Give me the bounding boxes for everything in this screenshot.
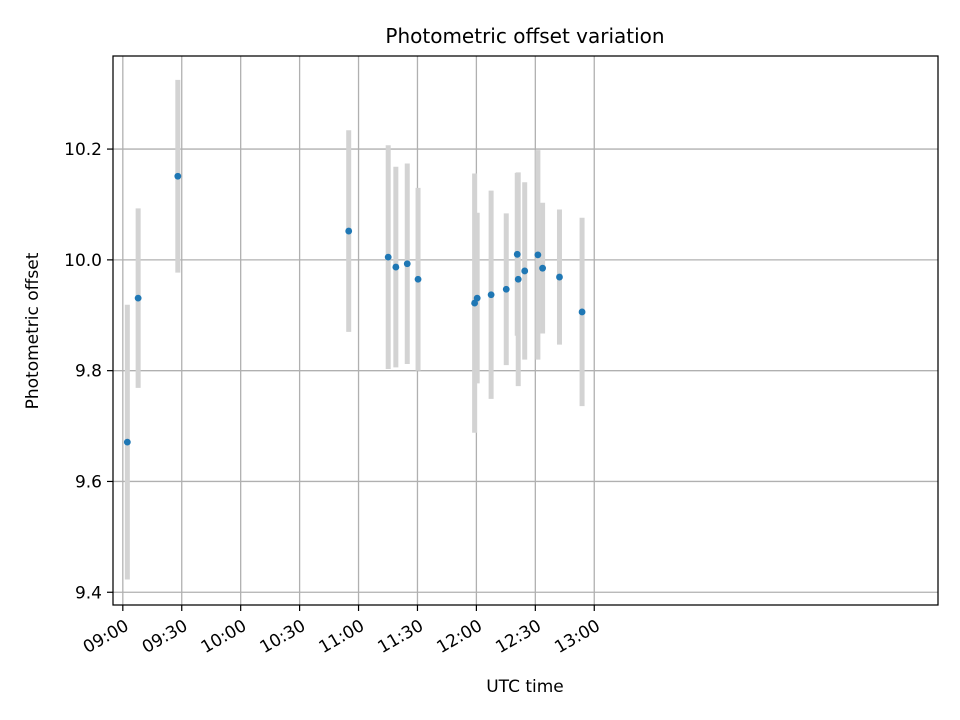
data-point (521, 267, 529, 275)
data-point (174, 172, 182, 180)
x-axis-label: UTC time (486, 677, 564, 697)
data-point (487, 291, 495, 299)
x-tick-label: 09:00 (80, 616, 132, 658)
data-point (502, 285, 510, 293)
x-tick-label: 12:30 (492, 616, 544, 658)
data-point (345, 227, 353, 235)
data-point (414, 275, 422, 283)
data-point (513, 250, 521, 258)
y-tick-label: 9.6 (75, 472, 102, 492)
data-point (384, 253, 392, 261)
data-point (403, 260, 411, 268)
data-point (134, 294, 142, 302)
data-point (539, 264, 546, 272)
data-point (556, 273, 563, 281)
x-tick-label: 10:00 (198, 616, 250, 658)
plot-frame (112, 55, 939, 606)
point-layer (123, 172, 586, 446)
errorbar-layer (124, 79, 585, 580)
data-point (578, 308, 586, 316)
x-tick-label: 11:00 (316, 616, 368, 658)
x-tick-label: 10:30 (257, 616, 309, 658)
x-tick-label: 11:30 (375, 616, 427, 658)
y-tick-label: 10.2 (64, 140, 102, 160)
chart-title: Photometric offset variation (385, 24, 664, 48)
data-point (123, 438, 131, 446)
x-tick-label: 12:00 (433, 616, 485, 658)
x-tick-label: 13:00 (551, 616, 603, 658)
data-point (514, 275, 522, 283)
y-axis-label: Photometric offset (23, 252, 43, 409)
y-tick-label: 9.4 (75, 583, 102, 603)
data-point (534, 251, 542, 259)
x-tick-label: 09:30 (139, 616, 191, 658)
data-point (392, 263, 400, 271)
data-point (473, 294, 481, 302)
y-tick-label: 9.8 (75, 362, 102, 382)
y-tick-label: 10.0 (64, 251, 102, 271)
